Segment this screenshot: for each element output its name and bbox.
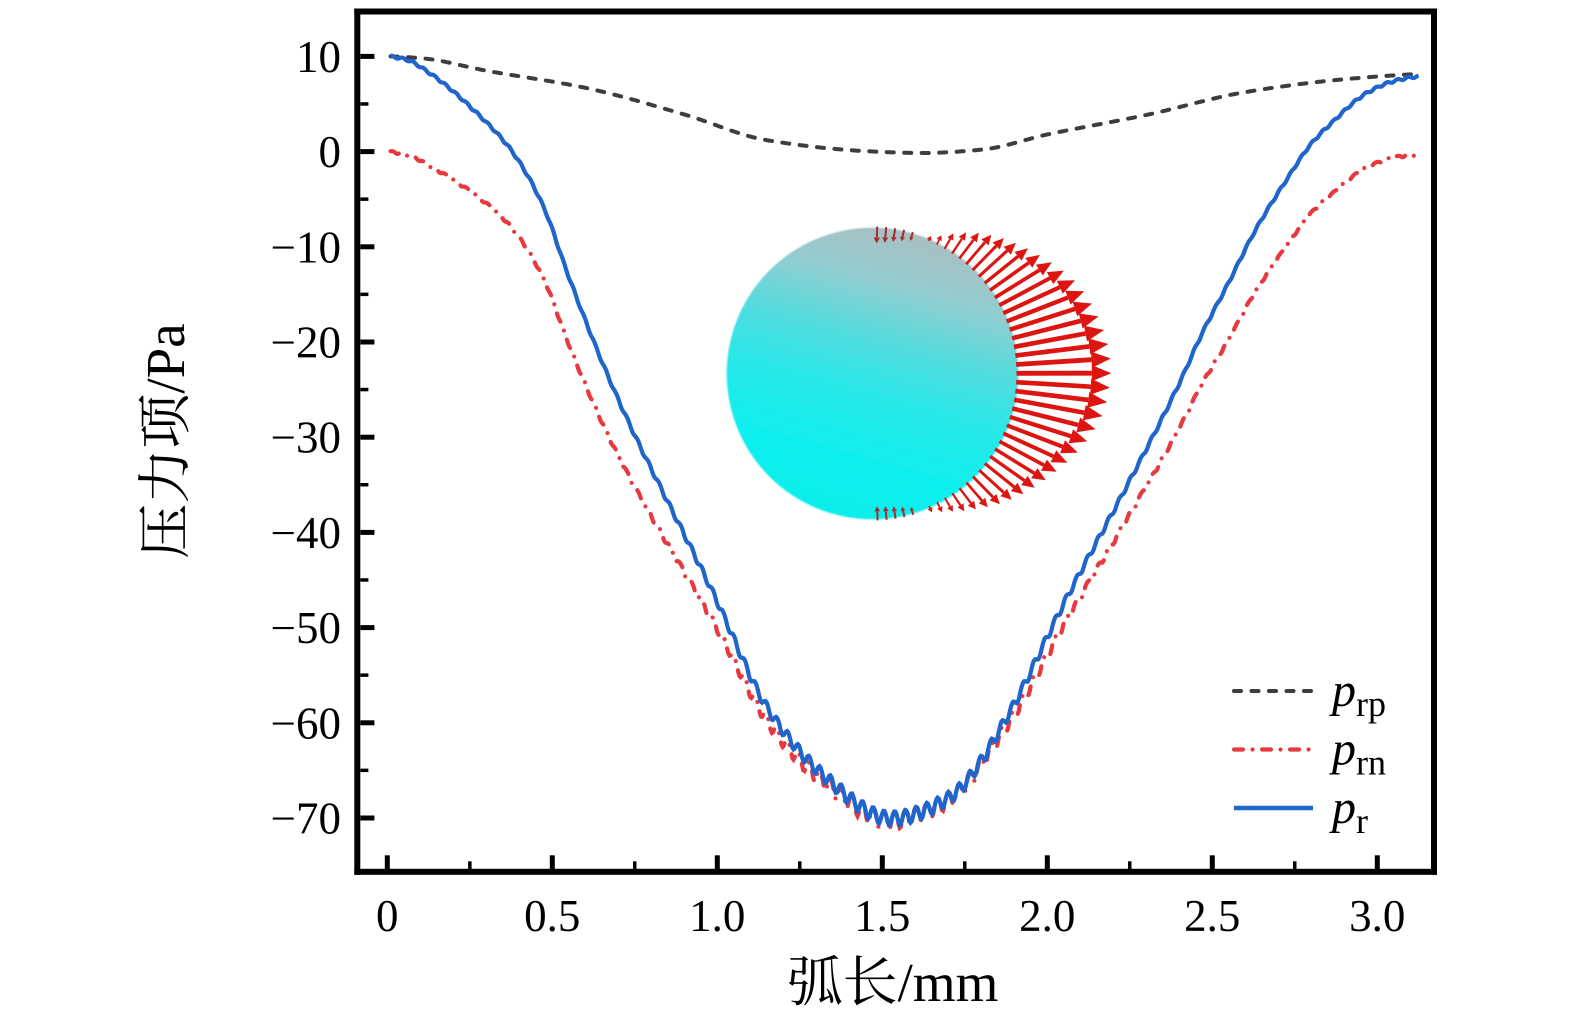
svg-text:−50: −50: [271, 603, 341, 653]
svg-text:0.5: 0.5: [524, 891, 580, 941]
svg-text:−30: −30: [271, 413, 341, 463]
svg-text:10: 10: [296, 32, 341, 82]
svg-text:0: 0: [376, 891, 399, 941]
svg-text:0: 0: [319, 127, 342, 177]
svg-text:−70: −70: [271, 794, 341, 844]
svg-text:pr: pr: [1329, 781, 1368, 841]
svg-text:2.5: 2.5: [1184, 891, 1240, 941]
svg-text:−60: −60: [271, 698, 341, 748]
svg-text:1.0: 1.0: [689, 891, 745, 941]
svg-text:3.0: 3.0: [1349, 891, 1405, 941]
svg-text:−40: −40: [271, 508, 341, 558]
svg-text:−20: −20: [271, 318, 341, 368]
svg-text:−10: −10: [271, 222, 341, 272]
svg-text:2.0: 2.0: [1019, 891, 1075, 941]
svg-text:1.5: 1.5: [854, 891, 910, 941]
